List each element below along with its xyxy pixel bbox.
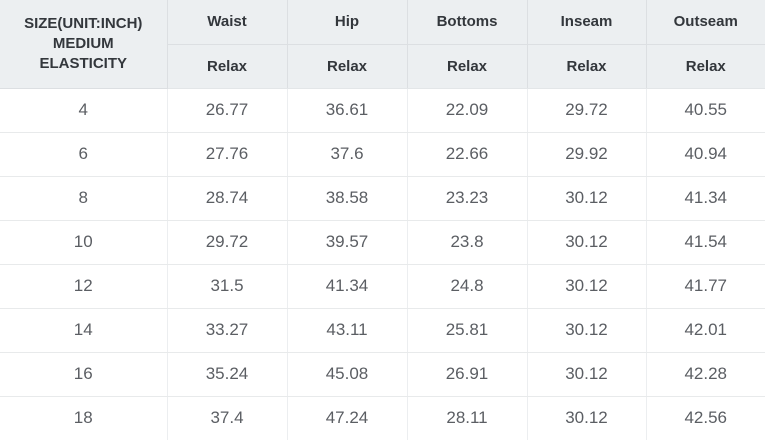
measurement-cell: 33.27: [167, 308, 288, 353]
measurement-cell: 30.12: [527, 396, 647, 440]
table-row-size-4: 4 26.77 36.61 22.09 29.72 40.55: [0, 88, 765, 133]
measurement-cell: 38.58: [287, 176, 408, 221]
measurement-cell: 42.01: [646, 308, 765, 353]
column-header-hip: Hip: [287, 0, 408, 45]
size-cell: 10: [0, 220, 168, 265]
size-cell: 18: [0, 396, 168, 440]
measurement-cell: 41.77: [646, 264, 765, 309]
measurement-cell: 27.76: [167, 132, 288, 177]
size-cell: 16: [0, 352, 168, 397]
measurement-cell: 25.81: [407, 308, 528, 353]
subheader-bottoms-relax: Relax: [407, 44, 528, 89]
size-cell: 12: [0, 264, 168, 309]
measurement-cell: 45.08: [287, 352, 408, 397]
measurement-cell: 41.34: [287, 264, 408, 309]
measurement-cell: 42.28: [646, 352, 765, 397]
table-row-size-8: 8 28.74 38.58 23.23 30.12 41.34: [0, 176, 765, 221]
size-chart-header: SIZE(UNIT:INCH) MEDIUM ELASTICITY Waist …: [0, 0, 765, 89]
size-cell: 6: [0, 132, 168, 177]
measurement-cell: 28.11: [407, 396, 528, 440]
size-unit-line1: SIZE(UNIT:INCH): [24, 14, 143, 32]
measurement-cell: 43.11: [287, 308, 408, 353]
size-cell: 14: [0, 308, 168, 353]
size-unit-header: SIZE(UNIT:INCH) MEDIUM ELASTICITY: [0, 0, 168, 89]
measurement-cell: 29.92: [527, 132, 647, 177]
measurement-cell: 30.12: [527, 176, 647, 221]
subheader-waist-relax: Relax: [167, 44, 288, 89]
measurement-cell: 22.09: [407, 88, 528, 133]
measurement-cell: 30.12: [527, 264, 647, 309]
measurement-cell: 31.5: [167, 264, 288, 309]
measurement-cell: 42.56: [646, 396, 765, 440]
table-row-size-12: 12 31.5 41.34 24.8 30.12 41.77: [0, 264, 765, 309]
column-header-outseam: Outseam: [646, 0, 765, 45]
measurement-cell: 35.24: [167, 352, 288, 397]
size-unit-line2: MEDIUM: [52, 34, 114, 52]
measurement-cell: 26.91: [407, 352, 528, 397]
table-row-size-18: 18 37.4 47.24 28.11 30.12 42.56: [0, 396, 765, 440]
measurement-cell: 40.94: [646, 132, 765, 177]
column-header-bottoms: Bottoms: [407, 0, 528, 45]
table-row-size-16: 16 35.24 45.08 26.91 30.12 42.28: [0, 352, 765, 397]
measurement-cell: 30.12: [527, 220, 647, 265]
measurement-cell: 23.8: [407, 220, 528, 265]
measurement-cell: 26.77: [167, 88, 288, 133]
subheader-inseam-relax: Relax: [527, 44, 647, 89]
measurement-cell: 30.12: [527, 352, 647, 397]
measurement-cell: 30.12: [527, 308, 647, 353]
size-cell: 4: [0, 88, 168, 133]
table-row-size-6: 6 27.76 37.6 22.66 29.92 40.94: [0, 132, 765, 177]
measurement-cell: 39.57: [287, 220, 408, 265]
table-row-size-10: 10 29.72 39.57 23.8 30.12 41.54: [0, 220, 765, 265]
measurement-cell: 22.66: [407, 132, 528, 177]
header-row-sub: Relax Relax Relax Relax Relax: [0, 44, 765, 89]
column-header-inseam: Inseam: [527, 0, 647, 45]
column-header-waist: Waist: [167, 0, 288, 45]
measurement-cell: 36.61: [287, 88, 408, 133]
measurement-cell: 23.23: [407, 176, 528, 221]
measurement-cell: 47.24: [287, 396, 408, 440]
measurement-cell: 24.8: [407, 264, 528, 309]
measurement-cell: 28.74: [167, 176, 288, 221]
size-unit-line3: ELASTICITY: [39, 54, 127, 72]
size-chart-body: 4 26.77 36.61 22.09 29.72 40.55 6 27.76 …: [0, 88, 765, 440]
subheader-hip-relax: Relax: [287, 44, 408, 89]
measurement-cell: 29.72: [527, 88, 647, 133]
measurement-cell: 37.4: [167, 396, 288, 440]
table-row-size-14: 14 33.27 43.11 25.81 30.12 42.01: [0, 308, 765, 353]
measurement-cell: 41.34: [646, 176, 765, 221]
measurement-cell: 41.54: [646, 220, 765, 265]
size-cell: 8: [0, 176, 168, 221]
measurement-cell: 37.6: [287, 132, 408, 177]
measurement-cell: 40.55: [646, 88, 765, 133]
header-row-main: SIZE(UNIT:INCH) MEDIUM ELASTICITY Waist …: [0, 0, 765, 89]
measurement-cell: 29.72: [167, 220, 288, 265]
subheader-outseam-relax: Relax: [646, 44, 765, 89]
